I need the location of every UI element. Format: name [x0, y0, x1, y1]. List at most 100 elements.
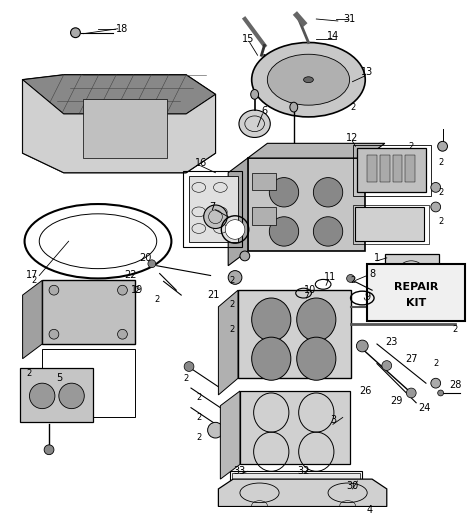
- Text: 14: 14: [327, 30, 339, 41]
- Text: 2: 2: [351, 103, 356, 111]
- Text: 15: 15: [242, 34, 254, 43]
- Ellipse shape: [438, 390, 444, 396]
- Ellipse shape: [382, 361, 392, 370]
- Text: 17: 17: [26, 270, 38, 281]
- Bar: [252, 173, 276, 190]
- Polygon shape: [23, 75, 216, 173]
- Bar: [385, 254, 438, 291]
- Text: 2: 2: [32, 276, 37, 285]
- Ellipse shape: [269, 178, 299, 207]
- Polygon shape: [219, 290, 238, 395]
- Text: 2: 2: [409, 142, 414, 151]
- Text: 18: 18: [116, 24, 128, 34]
- Text: 2: 2: [196, 432, 201, 442]
- Bar: [353, 146, 431, 196]
- Text: 32: 32: [297, 466, 310, 476]
- Text: 22: 22: [124, 270, 137, 281]
- Bar: [42, 349, 135, 417]
- Bar: [357, 148, 426, 192]
- Text: 2: 2: [453, 325, 458, 334]
- Text: 3: 3: [330, 415, 336, 425]
- Ellipse shape: [228, 270, 242, 284]
- Ellipse shape: [313, 178, 343, 207]
- Text: 5: 5: [56, 373, 62, 383]
- Ellipse shape: [148, 260, 156, 268]
- Ellipse shape: [264, 80, 274, 89]
- Ellipse shape: [313, 217, 343, 246]
- Ellipse shape: [269, 217, 299, 246]
- Ellipse shape: [290, 102, 298, 112]
- Text: 8: 8: [369, 268, 375, 279]
- Ellipse shape: [39, 214, 157, 269]
- Text: 33: 33: [234, 466, 246, 476]
- Ellipse shape: [356, 340, 368, 352]
- Text: 28: 28: [449, 380, 462, 390]
- Text: 24: 24: [418, 402, 430, 413]
- Text: 2: 2: [135, 286, 140, 295]
- Polygon shape: [23, 280, 42, 359]
- Text: 21: 21: [207, 290, 219, 300]
- Text: 30: 30: [346, 481, 359, 491]
- Bar: [42, 280, 135, 344]
- Text: 29: 29: [391, 396, 403, 406]
- Polygon shape: [248, 143, 385, 158]
- Ellipse shape: [431, 202, 441, 212]
- Text: 19: 19: [131, 285, 143, 295]
- Text: 2: 2: [196, 393, 201, 402]
- Ellipse shape: [303, 77, 313, 83]
- Ellipse shape: [267, 54, 350, 105]
- Bar: [230, 471, 362, 489]
- Ellipse shape: [118, 285, 128, 295]
- Text: 27: 27: [405, 353, 418, 364]
- Ellipse shape: [204, 205, 227, 229]
- Ellipse shape: [184, 362, 194, 372]
- Polygon shape: [220, 391, 240, 479]
- Ellipse shape: [208, 422, 223, 438]
- Text: 2: 2: [438, 217, 443, 226]
- Bar: [392, 155, 402, 183]
- Text: KIT: KIT: [406, 298, 426, 308]
- Ellipse shape: [406, 388, 416, 398]
- Ellipse shape: [59, 383, 84, 409]
- Polygon shape: [23, 75, 216, 114]
- Text: REPAIR: REPAIR: [394, 282, 438, 292]
- Ellipse shape: [49, 285, 59, 295]
- Text: 2: 2: [229, 300, 235, 310]
- Text: 2: 2: [438, 188, 443, 197]
- Ellipse shape: [431, 378, 441, 388]
- Bar: [353, 205, 429, 244]
- Bar: [367, 155, 377, 183]
- Bar: [183, 171, 242, 247]
- Ellipse shape: [431, 183, 441, 192]
- Text: 16: 16: [195, 158, 207, 168]
- Text: 7: 7: [210, 202, 216, 212]
- Ellipse shape: [297, 337, 336, 380]
- Text: 12: 12: [346, 134, 359, 143]
- Text: 23: 23: [385, 337, 398, 347]
- Ellipse shape: [239, 110, 270, 137]
- Text: 2: 2: [350, 276, 355, 285]
- Text: 6: 6: [261, 106, 267, 116]
- Ellipse shape: [297, 298, 336, 341]
- Text: 9: 9: [364, 292, 370, 302]
- Text: 2: 2: [196, 413, 201, 422]
- Bar: [238, 290, 351, 378]
- Ellipse shape: [71, 28, 81, 38]
- Text: 20: 20: [139, 253, 151, 263]
- Polygon shape: [219, 479, 387, 507]
- Ellipse shape: [438, 141, 447, 151]
- Ellipse shape: [252, 298, 291, 341]
- Ellipse shape: [44, 445, 54, 455]
- Text: 13: 13: [361, 67, 374, 77]
- Bar: [380, 155, 390, 183]
- Text: 31: 31: [344, 14, 356, 24]
- Ellipse shape: [118, 329, 128, 339]
- Bar: [232, 473, 360, 487]
- Text: 26: 26: [359, 386, 372, 396]
- Bar: [189, 175, 238, 242]
- Ellipse shape: [49, 329, 59, 339]
- Text: 2: 2: [229, 325, 235, 334]
- Ellipse shape: [252, 42, 365, 117]
- Bar: [240, 391, 350, 464]
- Bar: [356, 207, 424, 241]
